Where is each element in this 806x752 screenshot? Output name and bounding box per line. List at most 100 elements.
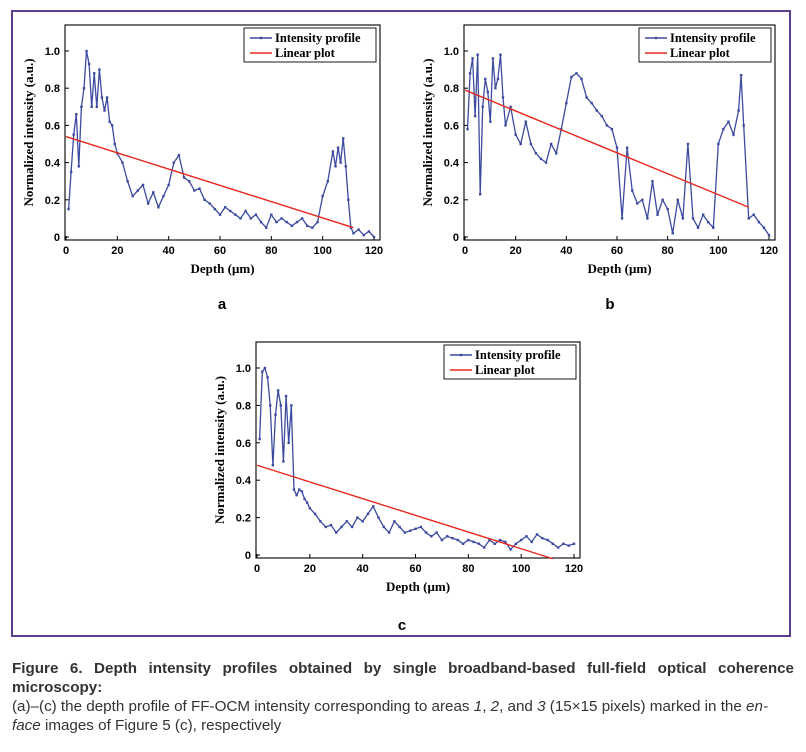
intensity-point (274, 413, 277, 416)
intensity-point (82, 87, 86, 90)
caption-body: (a)–(c) the depth profile of FF-OCM inte… (12, 697, 794, 735)
intensity-point (282, 460, 285, 463)
intensity-point (336, 146, 340, 149)
intensity-point (141, 183, 145, 187)
x-tick-label: 40 (163, 245, 175, 257)
legend-label-intensity: Intensity profile (475, 348, 561, 362)
intensity-point (136, 189, 140, 192)
intensity-point (324, 525, 327, 529)
series-linear-plot (256, 464, 554, 560)
y-tick-label: 1.0 (236, 363, 251, 375)
intensity-point (229, 209, 232, 213)
intensity-point (615, 146, 619, 149)
intensity-point (218, 213, 222, 216)
x-tick-label: 80 (265, 245, 277, 257)
y-axis-label: Normalized intensity (a.u.) (21, 58, 36, 206)
intensity-point (75, 113, 78, 116)
intensity-point (666, 207, 669, 211)
legend-box (638, 27, 772, 63)
intensity-point (446, 535, 449, 538)
intensity-point (514, 542, 518, 545)
intensity-point (72, 133, 75, 136)
intensity-point (98, 68, 101, 71)
intensity-point (316, 220, 319, 224)
intensity-point (100, 96, 104, 99)
y-tick-label: 0.8 (444, 83, 459, 95)
intensity-point (105, 96, 109, 99)
intensity-point (292, 488, 296, 491)
intensity-point (486, 90, 489, 94)
intensity-point (752, 213, 755, 216)
x-axis-label: Depth (μm) (190, 261, 254, 276)
intensity-point (636, 202, 639, 205)
y-tick-label: 0.6 (444, 120, 459, 132)
intensity-point (737, 109, 740, 112)
intensity-point (529, 142, 533, 146)
intensity-point (757, 220, 761, 224)
intensity-point (524, 120, 527, 123)
intensity-point (498, 538, 502, 542)
intensity-point (742, 124, 745, 127)
y-tick-label: 0 (245, 550, 251, 562)
intensity-point (298, 488, 301, 491)
plot-frame (463, 24, 776, 241)
caption-sep-2: , and (499, 698, 538, 715)
y-axis-label: Normalized intensity (a.u.) (420, 58, 435, 206)
y-tick-label: 0.4 (45, 158, 61, 170)
intensity-point (572, 542, 576, 545)
series-linear-plot (464, 89, 750, 208)
intensity-point (514, 133, 517, 136)
intensity-point (331, 150, 335, 153)
intensity-point (727, 120, 730, 123)
intensity-point (311, 226, 314, 229)
intensity-point (479, 193, 482, 196)
intensity-point (580, 77, 583, 81)
intensity-point (103, 109, 106, 112)
intensity-point (300, 490, 304, 493)
intensity-point (555, 152, 558, 155)
intensity-point (276, 389, 280, 392)
intensity-point (466, 127, 469, 131)
intensity-point (113, 142, 116, 146)
caption-area-3: 3 (537, 698, 546, 715)
intensity-point (308, 507, 312, 510)
intensity-point (435, 531, 438, 534)
intensity-point (284, 394, 288, 398)
intensity-point (473, 114, 477, 118)
intensity-point (477, 542, 481, 545)
legend-label-linear: Linear plot (670, 46, 731, 60)
x-axis-label: Depth (μm) (386, 579, 450, 594)
intensity-point (146, 202, 150, 205)
intensity-point (610, 127, 614, 131)
intensity-point (367, 230, 371, 233)
caption-text-3: images of Figure 5 (c), respectively (40, 717, 282, 734)
intensity-point (157, 206, 160, 209)
intensity-point (213, 207, 217, 211)
legend-label-intensity: Intensity profile (670, 31, 756, 45)
intensity-point (271, 464, 275, 467)
intensity-point (646, 217, 649, 220)
intensity-point (534, 152, 538, 155)
y-tick-label: 0 (54, 232, 60, 244)
intensity-point (258, 437, 261, 441)
intensity-point (167, 183, 170, 187)
intensity-point (501, 96, 505, 99)
intensity-point (504, 540, 507, 544)
intensity-point (172, 161, 175, 164)
legend-box (443, 344, 577, 380)
intensity-point (575, 72, 578, 75)
intensity-point (732, 133, 735, 136)
intensity-point (261, 370, 264, 373)
intensity-point (254, 213, 258, 216)
x-tick-label: 0 (462, 245, 468, 257)
intensity-point (80, 105, 83, 108)
intensity-point (265, 226, 268, 229)
x-tick-label: 80 (462, 563, 474, 575)
intensity-point (494, 87, 497, 90)
intensity-point (345, 520, 349, 523)
intensity-point (131, 194, 134, 198)
intensity-point (747, 217, 750, 220)
legend-label-linear: Linear plot (275, 46, 336, 60)
intensity-point (605, 124, 609, 127)
intensity-point (767, 233, 771, 237)
